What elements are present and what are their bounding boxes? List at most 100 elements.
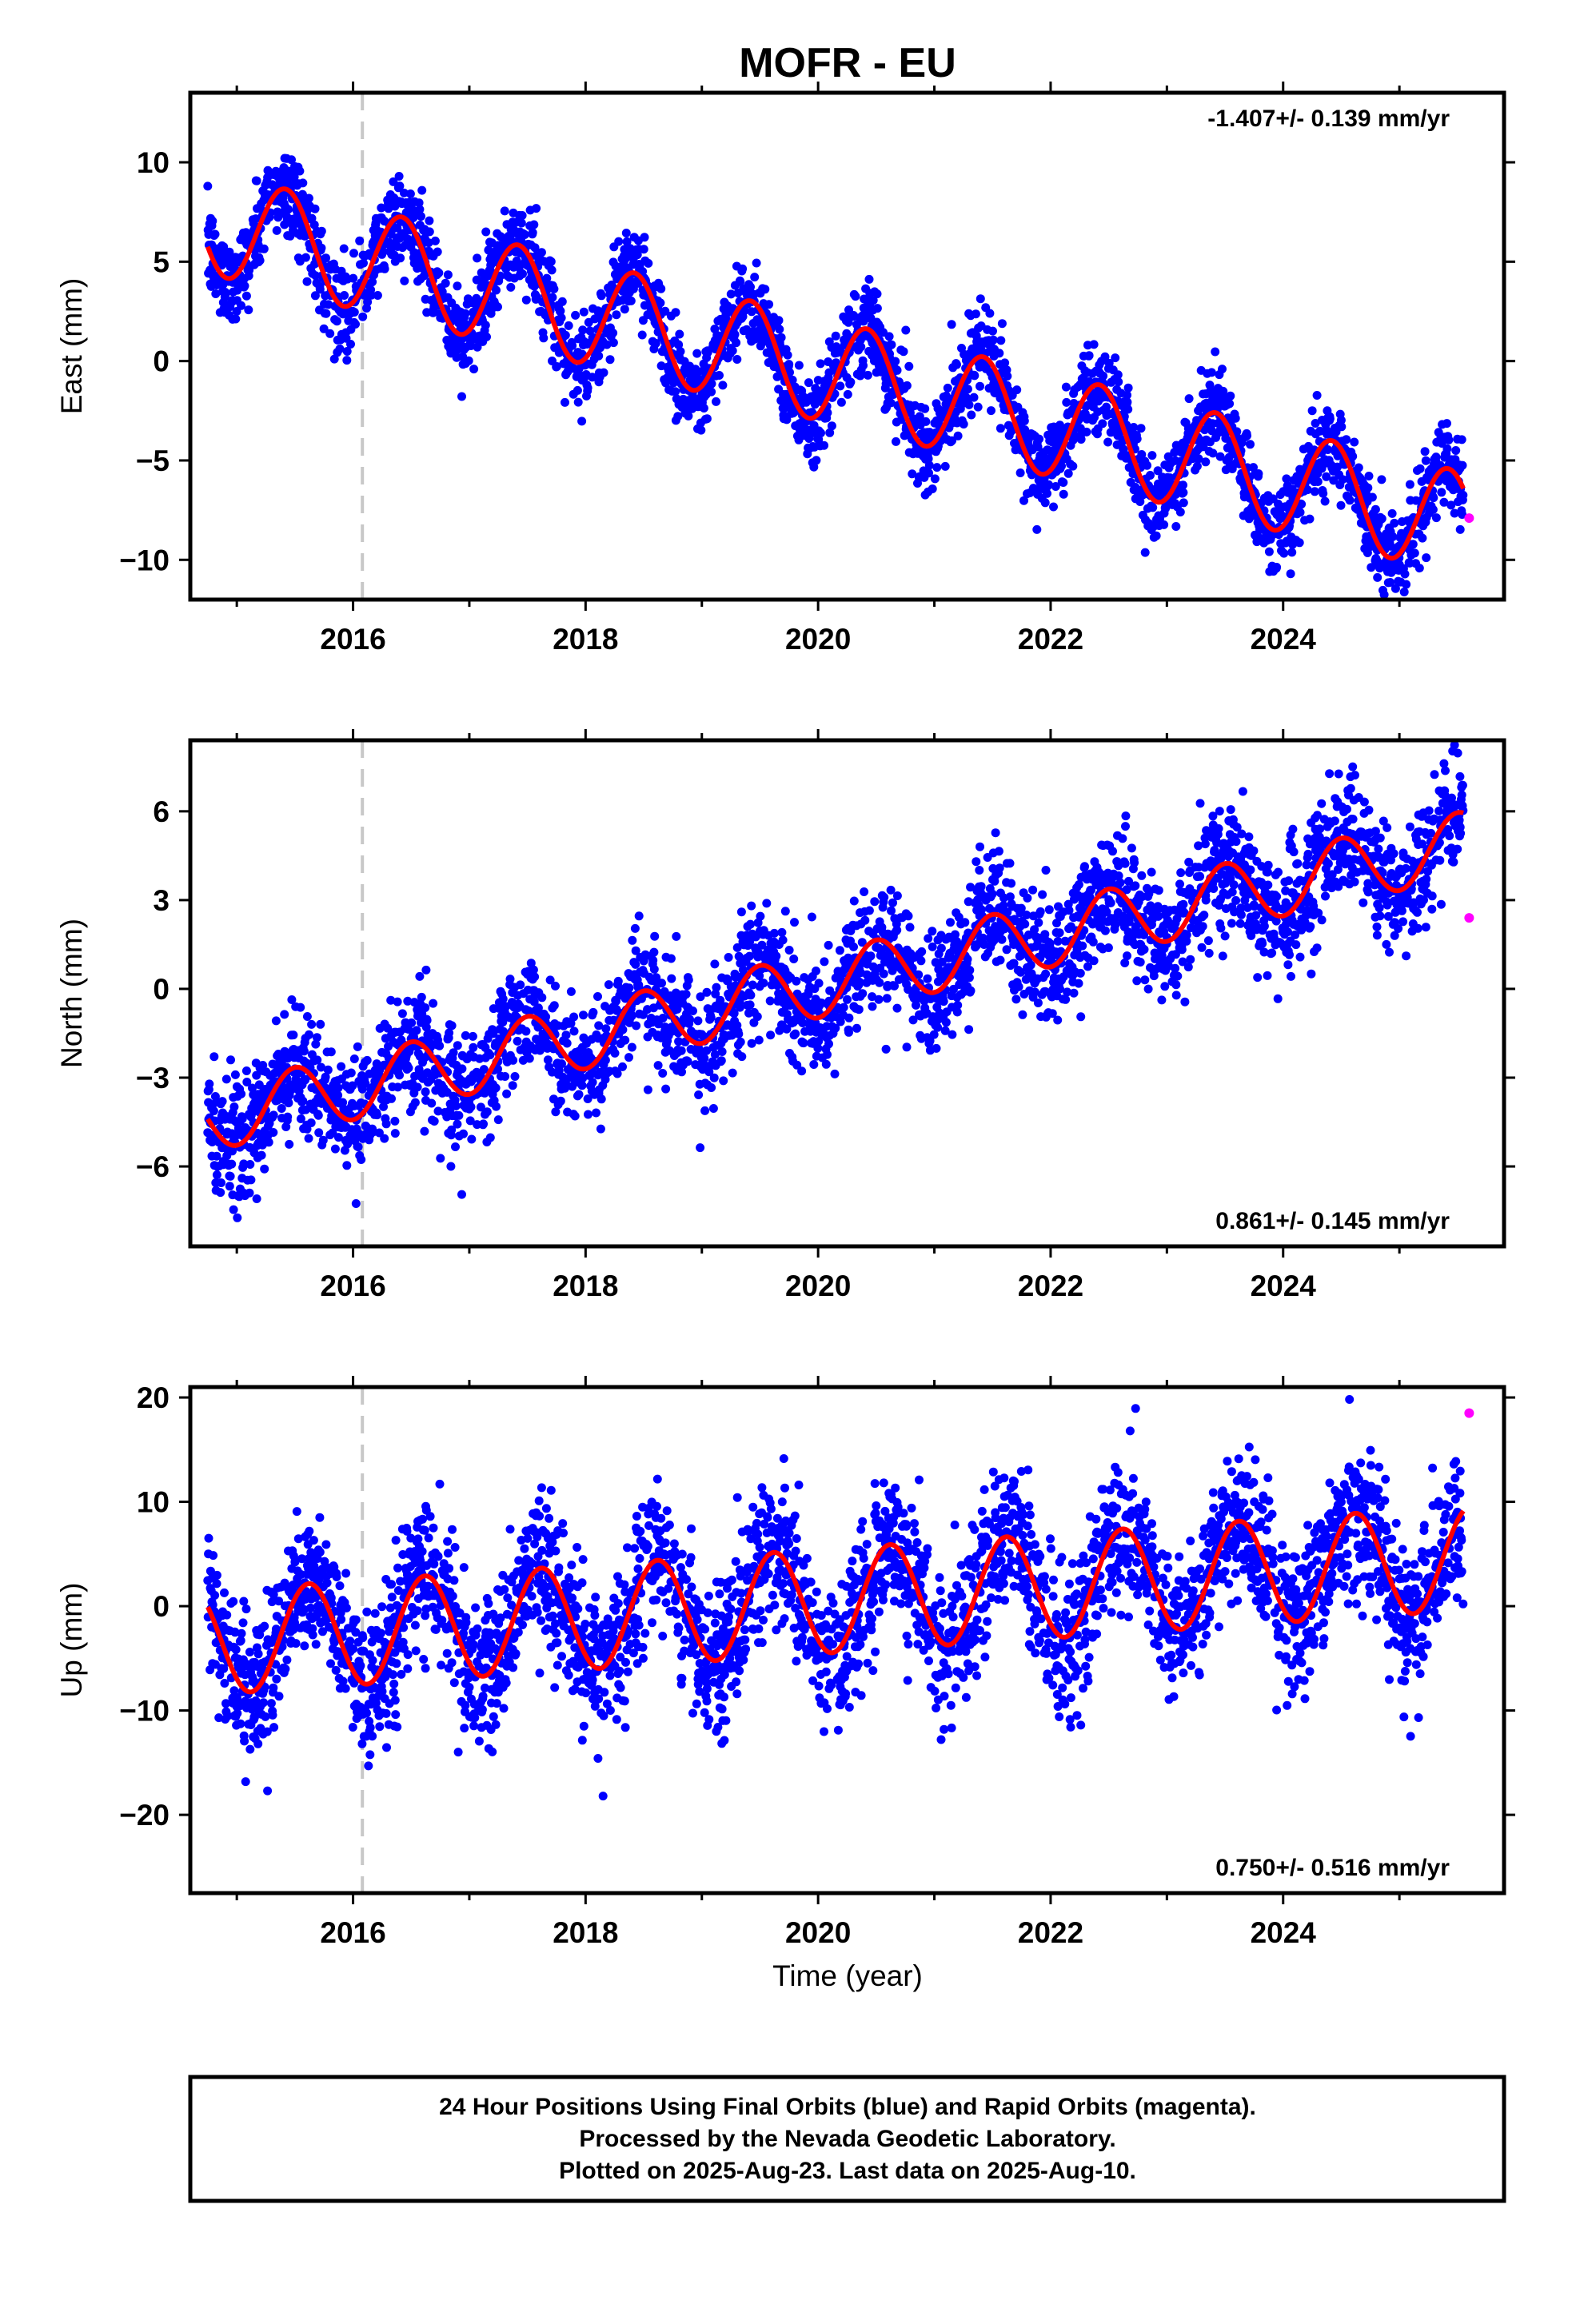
data-point	[421, 1003, 429, 1012]
x-tick-label: 2016	[320, 623, 385, 656]
data-point	[1176, 508, 1185, 516]
data-point	[405, 1063, 413, 1072]
data-point	[1193, 462, 1202, 471]
data-point	[209, 1052, 218, 1061]
data-point	[321, 253, 330, 262]
data-point	[521, 230, 529, 239]
data-point	[557, 1097, 565, 1106]
data-point	[444, 270, 453, 279]
data-point	[941, 462, 950, 471]
data-point	[820, 441, 828, 450]
data-point	[1137, 424, 1146, 433]
data-point	[932, 463, 941, 472]
data-point	[547, 257, 556, 266]
data-point	[692, 349, 701, 358]
data-point	[337, 1062, 345, 1071]
data-point	[928, 484, 937, 493]
data-point	[1429, 493, 1438, 502]
data-point	[682, 990, 691, 999]
data-point	[313, 1033, 321, 1042]
data-point	[363, 1056, 372, 1065]
data-point	[431, 237, 440, 245]
data-point	[1337, 422, 1346, 431]
data-point	[700, 404, 708, 413]
data-point	[492, 1102, 501, 1111]
data-point	[1410, 548, 1419, 557]
data-point	[638, 331, 647, 340]
data-point	[728, 346, 737, 355]
data-point	[213, 1170, 221, 1179]
rapid-orbit-point	[1464, 513, 1474, 523]
data-point	[1123, 405, 1132, 414]
data-point	[746, 1000, 755, 1009]
data-point	[1185, 394, 1194, 403]
data-point	[303, 1012, 312, 1021]
data-point	[465, 357, 473, 365]
data-point	[529, 221, 538, 229]
data-point	[836, 381, 844, 390]
data-point	[703, 988, 712, 997]
data-point	[1350, 438, 1359, 447]
data-point	[600, 369, 608, 377]
data-point	[976, 294, 985, 303]
data-point	[492, 286, 501, 295]
data-point	[457, 1064, 466, 1073]
data-point	[851, 292, 860, 301]
data-point	[218, 1097, 227, 1106]
data-point	[672, 308, 680, 317]
data-point	[382, 1119, 391, 1128]
data-point	[1415, 564, 1424, 572]
data-point	[446, 1162, 455, 1171]
data-point	[227, 1160, 236, 1169]
data-point	[283, 1113, 292, 1122]
data-point	[492, 1083, 501, 1092]
data-point	[469, 1032, 477, 1041]
data-point	[571, 1112, 580, 1121]
data-point	[284, 1098, 293, 1107]
data-point	[620, 1036, 629, 1045]
data-point	[1148, 503, 1157, 512]
data-point	[1171, 522, 1180, 531]
data-point	[1400, 588, 1409, 596]
data-point	[604, 980, 613, 989]
data-point	[728, 1069, 737, 1078]
data-point	[305, 1134, 313, 1143]
data-point	[451, 1142, 460, 1151]
data-point	[732, 338, 740, 347]
data-point	[649, 948, 658, 957]
data-point	[832, 332, 840, 341]
data-point	[1308, 406, 1317, 415]
data-point	[693, 1016, 702, 1025]
data-point	[948, 320, 956, 329]
data-point	[324, 1066, 333, 1074]
data-point	[393, 998, 402, 1007]
data-point	[1296, 508, 1305, 516]
data-point	[1043, 489, 1051, 498]
data-point	[903, 381, 912, 390]
data-point	[1032, 525, 1041, 534]
data-point	[1458, 491, 1467, 500]
data-point	[1090, 340, 1099, 349]
data-point	[822, 1060, 831, 1069]
data-point	[277, 1104, 286, 1113]
data-point	[396, 253, 405, 262]
data-point	[434, 269, 443, 277]
data-point	[700, 1054, 708, 1062]
data-point	[340, 291, 349, 300]
data-point	[305, 1030, 313, 1039]
data-point	[850, 897, 859, 906]
data-point	[887, 341, 896, 349]
data-point	[1390, 519, 1398, 528]
data-point	[265, 1138, 273, 1146]
data-point	[967, 411, 976, 420]
data-point	[976, 382, 984, 391]
data-point	[657, 979, 666, 987]
data-point	[650, 932, 659, 941]
data-point	[257, 1151, 266, 1160]
data-point	[628, 1043, 636, 1052]
data-point	[1323, 445, 1332, 454]
data-point	[672, 932, 680, 941]
data-point	[756, 912, 764, 921]
data-point	[237, 1090, 245, 1098]
data-point	[516, 980, 525, 989]
